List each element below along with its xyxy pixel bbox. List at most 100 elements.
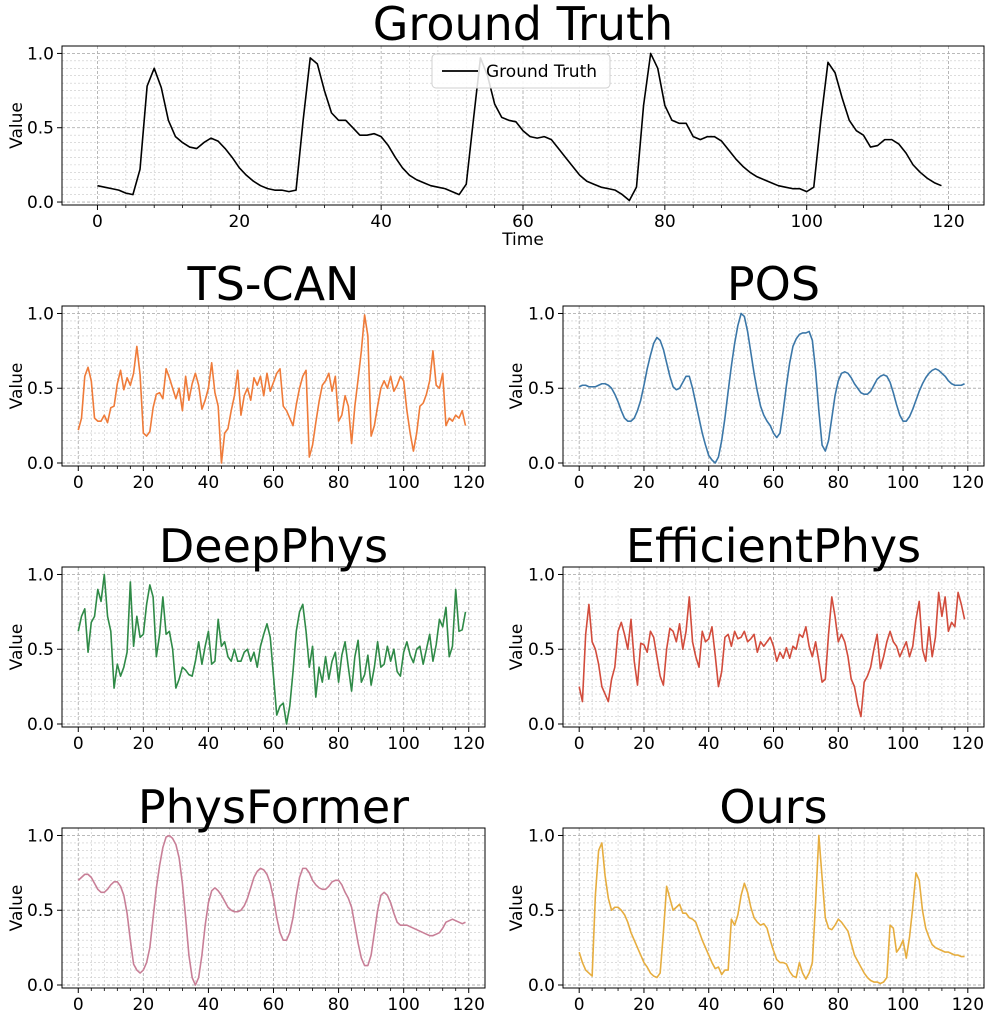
- x-tick-label: 0: [574, 995, 585, 1015]
- x-tick-label: 120: [453, 995, 485, 1015]
- series-line-pos: [578, 312, 965, 464]
- y-axis-label: Value: [7, 624, 27, 671]
- series-line-tscan: [77, 314, 467, 464]
- x-tick-label: 40: [698, 734, 720, 754]
- x-tick-label: 60: [263, 734, 285, 754]
- y-axis-label: Value: [507, 885, 527, 932]
- y-tick-label: 1.0: [27, 826, 54, 846]
- x-tick-label: 0: [73, 734, 84, 754]
- chart-title: POS: [727, 257, 820, 311]
- y-tick-label: 0.5: [528, 901, 555, 921]
- x-tick-label: 0: [73, 473, 84, 493]
- grid: [62, 567, 485, 727]
- series-line-deepphys: [77, 573, 467, 725]
- legend: Ground Truth: [431, 53, 611, 89]
- y-tick-label: 1.0: [27, 565, 54, 585]
- y-tick-label: 0.5: [27, 119, 54, 139]
- y-tick-label: 0.0: [27, 193, 54, 213]
- chart-efficientphys: EfficientPhys 0 20 40 60 80 100 120 0.0 0.5 1.0 Val…: [507, 519, 985, 754]
- x-tick-label: 120: [453, 473, 485, 493]
- chart-title: PhysFormer: [138, 780, 409, 834]
- y-tick-label: 0.0: [27, 454, 54, 474]
- chart-ours: Ours 0 20 40 60 80 100 120 0.0 0.5 1.0 Value: [507, 780, 985, 1015]
- x-tick-label: 0: [574, 734, 585, 754]
- y-tick-label: 0.5: [27, 379, 54, 399]
- y-tick-label: 0.5: [528, 379, 555, 399]
- y-tick-label: 0.5: [27, 640, 54, 660]
- x-tick-label: 60: [763, 473, 785, 493]
- x-tick-label: 80: [328, 995, 350, 1015]
- y-tick-label: 1.0: [528, 826, 555, 846]
- y-tick-label: 1.0: [27, 304, 54, 324]
- y-tick-label: 0.5: [528, 640, 555, 660]
- y-axis-label: Value: [507, 363, 527, 410]
- y-tick-label: 0.0: [528, 976, 555, 996]
- chart-tscan: TS-CAN 0 20 40 60 80 100 120 0.0 0.5 1.0 Value: [7, 257, 486, 493]
- x-tick-label: 80: [328, 734, 350, 754]
- x-tick-label: 120: [453, 734, 485, 754]
- x-tick-label: 40: [198, 995, 220, 1015]
- x-axis-label: Time: [501, 230, 544, 250]
- chart-deepphys: DeepPhys 0 20 40 60 80 100 120 0.0 0.5 1.0 Value: [7, 519, 486, 754]
- x-tick-label: 40: [370, 212, 392, 232]
- y-tick-label: 0.5: [27, 901, 54, 921]
- chart-physformer: PhysFormer 0 20 40 60 80 100 120 0.0 0.5 1.0 Value: [7, 780, 486, 1015]
- y-axis-label: Value: [507, 624, 527, 671]
- x-tick-label: 60: [263, 473, 285, 493]
- series-line-efficientphys: [578, 591, 966, 718]
- y-tick-label: 0.0: [528, 715, 555, 735]
- y-tick-label: 0.0: [27, 976, 54, 996]
- x-tick-label: 0: [574, 473, 585, 493]
- y-tick-label: 0.0: [528, 454, 555, 474]
- grid: [563, 828, 984, 988]
- x-tick-label: 40: [198, 734, 220, 754]
- y-tick-label: 1.0: [27, 44, 54, 64]
- grid: [563, 567, 984, 727]
- x-tick-label: 120: [952, 734, 984, 754]
- x-tick-label: 20: [133, 473, 155, 493]
- legend-box: [431, 53, 611, 89]
- chart-title: Ground Truth: [373, 0, 673, 51]
- legend-label: Ground Truth: [486, 62, 597, 82]
- x-tick-label: 20: [133, 734, 155, 754]
- series-line-ours: [578, 834, 965, 985]
- x-tick-label: 60: [512, 212, 534, 232]
- x-tick-label: 80: [827, 995, 849, 1015]
- chart-title: Ours: [719, 780, 827, 834]
- x-tick-label: 120: [932, 212, 964, 232]
- series-line-physformer: [77, 834, 466, 986]
- chart-gt: Ground Truth 0 20 40 60 80 100 120 0.0 0.5 1.0 Valu…: [7, 0, 985, 250]
- x-tick-label: 80: [328, 473, 350, 493]
- x-tick-label: 20: [228, 212, 250, 232]
- x-tick-label: 100: [387, 995, 419, 1015]
- x-tick-label: 0: [92, 212, 103, 232]
- y-axis-label: Value: [7, 363, 27, 410]
- x-tick-label: 100: [790, 212, 822, 232]
- chart-title: DeepPhys: [159, 519, 388, 573]
- x-tick-label: 60: [763, 995, 785, 1015]
- x-tick-label: 120: [952, 995, 984, 1015]
- x-tick-label: 100: [387, 473, 419, 493]
- x-tick-label: 80: [827, 734, 849, 754]
- y-tick-label: 1.0: [528, 304, 555, 324]
- x-tick-label: 120: [952, 473, 984, 493]
- y-axis-label: Value: [7, 885, 27, 932]
- chart-pos: POS 0 20 40 60 80 100 120 0.0 0.5 1.0 Value: [507, 257, 985, 493]
- x-tick-label: 20: [633, 473, 655, 493]
- x-tick-label: 60: [763, 734, 785, 754]
- x-tick-label: 0: [73, 995, 84, 1015]
- x-tick-label: 100: [387, 734, 419, 754]
- x-tick-label: 40: [198, 473, 220, 493]
- x-tick-label: 100: [887, 473, 919, 493]
- x-tick-label: 20: [133, 995, 155, 1015]
- grid: [62, 828, 485, 988]
- x-tick-label: 20: [633, 734, 655, 754]
- x-tick-label: 20: [633, 995, 655, 1015]
- y-tick-label: 1.0: [528, 565, 555, 585]
- chart-title: TS-CAN: [187, 257, 360, 311]
- x-tick-label: 80: [654, 212, 676, 232]
- grid: [62, 46, 984, 205]
- x-tick-label: 80: [827, 473, 849, 493]
- y-tick-label: 0.0: [27, 715, 54, 735]
